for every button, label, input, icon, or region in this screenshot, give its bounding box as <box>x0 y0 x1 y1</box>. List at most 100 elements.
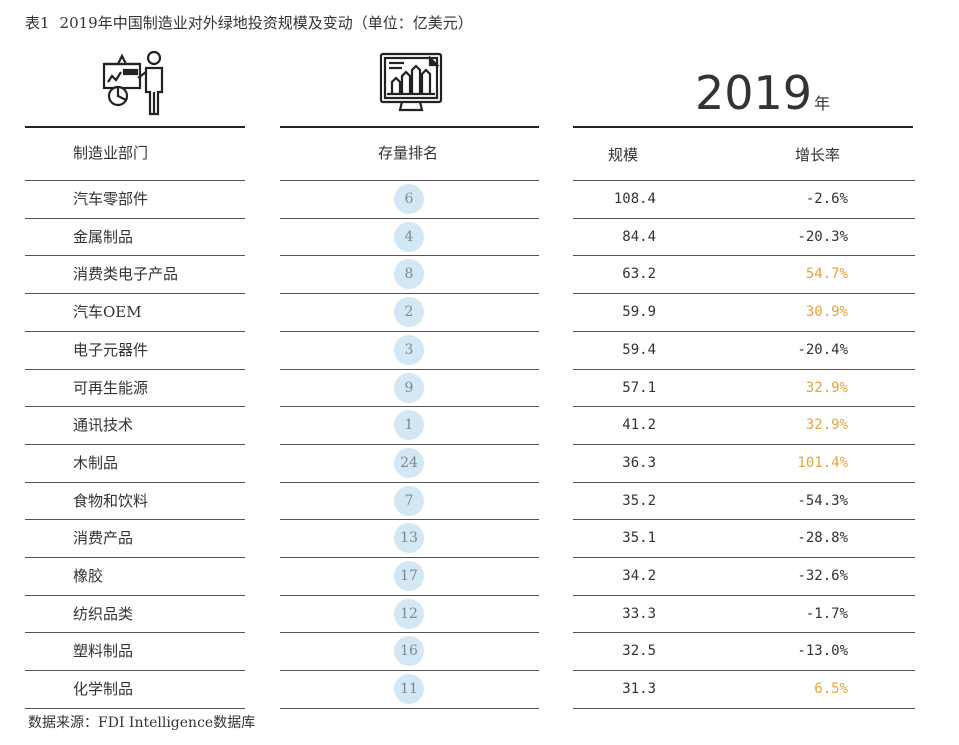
scale-value: 36.3 <box>622 454 656 471</box>
row-divider-1 <box>280 670 539 672</box>
year-heading: 2019 年 <box>695 66 830 120</box>
table-row: 化学制品 11 31.3 6.5% <box>0 670 959 708</box>
sector-name: 橡胶 <box>73 567 104 585</box>
row-divider-1 <box>280 707 539 709</box>
header-growth: 增长率 <box>795 146 841 164</box>
sector-name: 通讯技术 <box>73 416 134 435</box>
rank-badge: 17 <box>394 561 424 591</box>
scale-value: 41.2 <box>622 417 656 434</box>
rank-badge: 12 <box>394 598 424 629</box>
source-note: 数据来源：FDI Intelligence数据库 <box>28 715 256 731</box>
table-row: 食物和饮料 7 35.2 -54.3% <box>0 482 959 520</box>
row-divider-0 <box>25 632 245 634</box>
year-unit: 年 <box>814 94 831 113</box>
rank-badge: 24 <box>394 447 424 478</box>
growth-value: -20.4% <box>797 341 848 358</box>
presenter-chart-icon <box>100 50 170 120</box>
scale-value: 34.2 <box>622 568 656 584</box>
rank-badge: 4 <box>394 221 424 252</box>
table-number: 表1 <box>25 14 50 32</box>
table-row: 消费类电子产品 8 63.2 54.7% <box>0 255 959 293</box>
row-divider-2 <box>573 293 915 295</box>
rank-badge: 11 <box>394 674 424 705</box>
table-row: 纺织品类 12 33.3 -1.7% <box>0 595 959 633</box>
row-divider-1 <box>280 406 539 408</box>
growth-value: 32.9% <box>805 417 848 434</box>
row-divider-2 <box>573 255 915 257</box>
rank-badge: 3 <box>394 334 424 365</box>
sector-name: 化学制品 <box>73 680 134 699</box>
table-title: 表1 2019年中国制造业对外绿地投资规模及变动（单位：亿美元） <box>25 12 473 33</box>
growth-value: -54.3% <box>797 492 848 509</box>
growth-value: 101.4% <box>797 454 848 471</box>
table-row: 电子元器件 3 59.4 -20.4% <box>0 331 959 369</box>
sector-name: 可再生能源 <box>73 378 149 397</box>
row-divider-top-2 <box>573 180 915 181</box>
growth-value: -13.0% <box>797 643 848 660</box>
rank-badge: 16 <box>394 636 424 667</box>
rank-badge: 1 <box>394 410 424 441</box>
table-row: 通讯技术 1 41.2 32.9% <box>0 406 959 444</box>
table-row: 可再生能源 9 57.1 32.9% <box>0 369 959 407</box>
header-rule-middle <box>280 126 539 128</box>
table-row: 金属制品 4 84.4 -20.3% <box>0 218 959 256</box>
header-rule-right <box>573 126 913 128</box>
row-divider-0 <box>25 406 245 408</box>
table-row: 汽车OEM 2 59.9 30.9% <box>0 293 959 331</box>
growth-value: -1.7% <box>805 605 848 622</box>
growth-value: -32.6% <box>797 568 848 584</box>
row-divider-0 <box>25 443 245 445</box>
row-divider-0 <box>25 481 245 483</box>
row-divider-0 <box>25 670 245 672</box>
row-divider-0 <box>25 330 245 332</box>
sector-name: 塑料制品 <box>73 642 134 661</box>
sector-name: 汽车零部件 <box>73 190 149 208</box>
table-row: 橡胶 17 34.2 -32.6% <box>0 557 959 595</box>
scale-value: 35.1 <box>622 530 656 547</box>
rank-badge: 8 <box>394 259 424 290</box>
scale-value: 108.4 <box>613 191 656 207</box>
row-divider-1 <box>280 632 539 634</box>
row-divider-1 <box>280 293 539 295</box>
growth-value: -2.6% <box>805 191 848 207</box>
row-divider-1 <box>280 255 539 257</box>
growth-value: -20.3% <box>797 228 848 245</box>
header-rank: 存量排名 <box>378 144 439 162</box>
rank-badge: 9 <box>394 372 424 403</box>
row-divider-1 <box>280 217 539 219</box>
row-divider-1 <box>280 330 539 332</box>
scale-value: 32.5 <box>622 643 656 660</box>
row-divider-0 <box>25 594 245 596</box>
sector-name: 木制品 <box>73 453 119 472</box>
row-divider-0 <box>25 255 245 257</box>
row-divider-2 <box>573 481 915 483</box>
sector-name: 汽车OEM <box>73 303 142 322</box>
row-divider-1 <box>280 443 539 445</box>
row-divider-2 <box>573 519 915 521</box>
scale-value: 84.4 <box>622 228 656 245</box>
scale-value: 31.3 <box>622 681 656 698</box>
growth-value: 6.5% <box>814 681 848 698</box>
row-divider-1 <box>280 594 539 596</box>
row-divider-2 <box>573 368 915 370</box>
scale-value: 57.1 <box>622 379 656 396</box>
scale-value: 63.2 <box>622 266 656 283</box>
row-divider-2 <box>573 443 915 445</box>
scale-value: 35.2 <box>622 492 656 509</box>
rank-badge: 7 <box>394 485 424 516</box>
row-divider-2 <box>573 707 915 709</box>
row-divider-2 <box>573 670 915 672</box>
growth-value: -28.8% <box>797 530 848 547</box>
scale-value: 59.9 <box>622 304 656 321</box>
growth-value: 32.9% <box>805 379 848 396</box>
row-divider-1 <box>280 519 539 521</box>
rank-badge: 6 <box>394 184 424 214</box>
row-divider-2 <box>573 217 915 219</box>
row-divider-top-1 <box>280 180 539 181</box>
table-row: 消费产品 13 35.1 -28.8% <box>0 519 959 557</box>
growth-value: 54.7% <box>805 266 848 283</box>
row-divider-2 <box>573 406 915 408</box>
table-row: 汽车零部件 6 108.4 -2.6% <box>0 180 959 218</box>
row-divider-2 <box>573 594 915 596</box>
table-title-text: 2019年中国制造业对外绿地投资规模及变动（单位：亿美元） <box>59 14 473 32</box>
